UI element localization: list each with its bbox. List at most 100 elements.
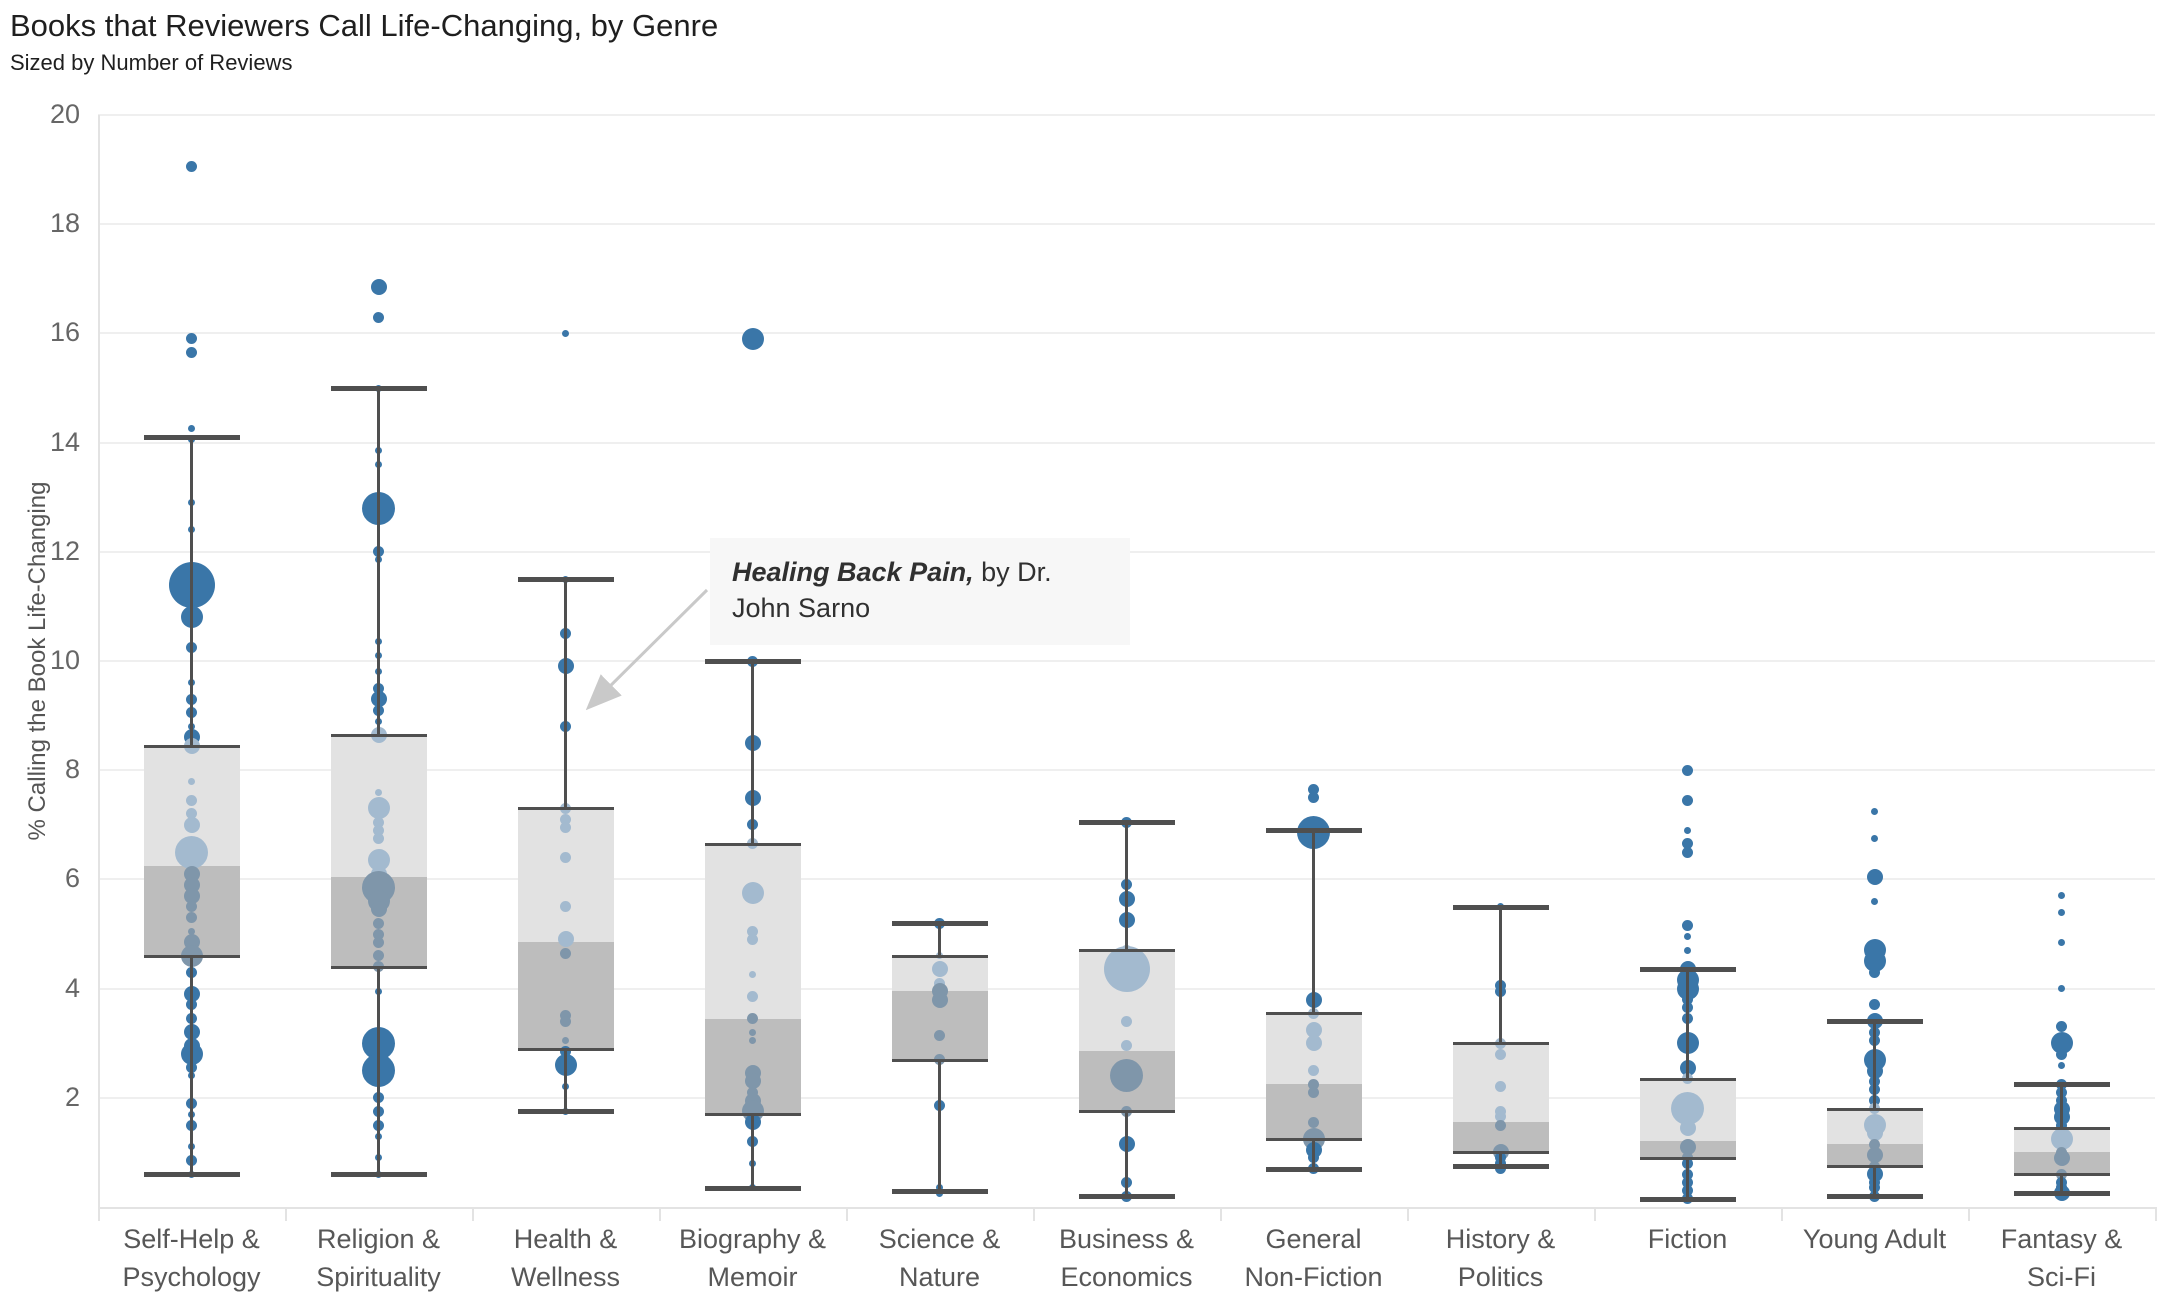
- mark-health-wellness[interactable]: [560, 901, 571, 913]
- mark-religion-spirituality[interactable]: [373, 311, 384, 323]
- mark-biography-memoir[interactable]: [749, 1028, 756, 1036]
- mark-biography-memoir[interactable]: [749, 971, 756, 979]
- mark-young-adult[interactable]: [1871, 807, 1878, 815]
- mark-fantasy-sci-fi[interactable]: [2056, 1048, 2067, 1060]
- mark-religion-spirituality[interactable]: [375, 788, 382, 796]
- mark-health-wellness[interactable]: [560, 822, 571, 834]
- mark-fantasy-sci-fi[interactable]: [2058, 938, 2065, 946]
- mark-fiction[interactable]: [1682, 764, 1693, 776]
- mark-fiction[interactable]: [1682, 846, 1693, 858]
- mark-fantasy-sci-fi[interactable]: [2050, 1127, 2073, 1150]
- mark-biography-memoir[interactable]: [747, 1013, 758, 1025]
- mark-fiction[interactable]: [1684, 946, 1691, 954]
- mark-religion-spirituality[interactable]: [373, 928, 384, 940]
- mark-religion-spirituality[interactable]: [373, 917, 384, 929]
- mark-general-non-fiction[interactable]: [1308, 783, 1319, 795]
- mark-self-help-psychology[interactable]: [186, 161, 197, 173]
- mark-business-economics[interactable]: [1121, 1040, 1132, 1052]
- mark-fantasy-sci-fi[interactable]: [2050, 1032, 2073, 1055]
- mark-health-wellness[interactable]: [560, 947, 571, 959]
- mark-religion-spirituality[interactable]: [373, 950, 384, 962]
- mark-science-nature[interactable]: [931, 991, 948, 1008]
- mark-fantasy-sci-fi[interactable]: [2058, 1061, 2065, 1069]
- mark-fiction[interactable]: [1684, 933, 1691, 941]
- box-lower-2[interactable]: [517, 942, 614, 1049]
- mark-self-help-psychology[interactable]: [186, 901, 197, 913]
- mark-young-adult[interactable]: [1863, 950, 1886, 973]
- mark-health-wellness[interactable]: [557, 931, 574, 948]
- mark-general-non-fiction[interactable]: [1308, 1086, 1319, 1098]
- mark-fantasy-sci-fi[interactable]: [2056, 1021, 2067, 1033]
- mark-science-nature[interactable]: [934, 977, 945, 989]
- mark-biography-memoir[interactable]: [747, 991, 758, 1003]
- mark-biography-memoir[interactable]: [747, 933, 758, 945]
- mark-religion-spirituality[interactable]: [373, 824, 384, 836]
- mark-general-non-fiction[interactable]: [1308, 1116, 1319, 1128]
- mark-biography-memoir[interactable]: [744, 1073, 761, 1090]
- mark-general-non-fiction[interactable]: [1308, 1078, 1319, 1090]
- mark-science-nature[interactable]: [934, 1029, 945, 1041]
- mark-religion-spirituality[interactable]: [373, 936, 384, 948]
- mark-self-help-psychology[interactable]: [175, 835, 208, 869]
- mark-history-politics[interactable]: [1495, 1119, 1506, 1131]
- mark-fiction[interactable]: [1682, 794, 1693, 806]
- mark-young-adult[interactable]: [1869, 999, 1880, 1011]
- mark-health-wellness[interactable]: [560, 813, 571, 825]
- mark-business-economics[interactable]: [1110, 1059, 1143, 1093]
- mark-self-help-psychology[interactable]: [188, 927, 195, 935]
- mark-biography-memoir[interactable]: [747, 1086, 758, 1098]
- mark-young-adult[interactable]: [1866, 1125, 1883, 1142]
- mark-religion-spirituality[interactable]: [367, 797, 390, 820]
- mark-fiction[interactable]: [1682, 838, 1693, 850]
- mark-young-adult[interactable]: [1869, 1138, 1880, 1150]
- mark-fiction[interactable]: [1679, 1119, 1696, 1136]
- mark-self-help-psychology[interactable]: [183, 816, 200, 833]
- mark-young-adult[interactable]: [1866, 868, 1883, 885]
- mark-fiction[interactable]: [1671, 1092, 1704, 1126]
- mark-young-adult[interactable]: [1869, 966, 1880, 978]
- mark-health-wellness[interactable]: [560, 1015, 571, 1027]
- mark-biography-memoir[interactable]: [747, 925, 758, 937]
- mark-self-help-psychology[interactable]: [186, 808, 197, 820]
- mark-general-non-fiction[interactable]: [1305, 1035, 1322, 1052]
- box-q1-line-1: [330, 965, 427, 969]
- mark-young-adult[interactable]: [1866, 1147, 1883, 1164]
- mark-self-help-psychology[interactable]: [183, 887, 200, 904]
- mark-self-help-psychology[interactable]: [186, 912, 197, 924]
- annotation-healing-back-pain[interactable]: Healing Back Pain, by Dr. John Sarno: [710, 538, 1130, 645]
- mark-fiction[interactable]: [1684, 826, 1691, 834]
- mark-young-adult[interactable]: [1871, 834, 1878, 842]
- mark-young-adult[interactable]: [1871, 897, 1878, 905]
- mark-health-wellness[interactable]: [562, 329, 569, 337]
- mark-history-politics[interactable]: [1495, 1111, 1506, 1123]
- mark-history-politics[interactable]: [1495, 1081, 1506, 1093]
- mark-religion-spirituality[interactable]: [373, 832, 384, 844]
- mark-health-wellness[interactable]: [560, 852, 571, 864]
- mark-fantasy-sci-fi[interactable]: [2058, 892, 2065, 900]
- mark-biography-memoir[interactable]: [749, 1036, 756, 1044]
- mark-general-non-fiction[interactable]: [1308, 1065, 1319, 1076]
- mark-fantasy-sci-fi[interactable]: [2058, 985, 2065, 993]
- mark-biography-memoir[interactable]: [741, 882, 764, 905]
- mark-religion-spirituality[interactable]: [367, 849, 390, 872]
- mark-biography-memoir[interactable]: [741, 327, 764, 350]
- mark-fiction[interactable]: [1679, 1138, 1696, 1155]
- mark-self-help-psychology[interactable]: [186, 347, 197, 358]
- mark-religion-spirituality[interactable]: [370, 278, 387, 295]
- mark-fantasy-sci-fi[interactable]: [2058, 908, 2065, 916]
- mark-science-nature[interactable]: [931, 961, 948, 978]
- mark-business-economics[interactable]: [1121, 1015, 1132, 1027]
- mark-fiction[interactable]: [1682, 920, 1693, 932]
- mark-general-non-fiction[interactable]: [1305, 1021, 1322, 1038]
- mark-self-help-psychology[interactable]: [186, 794, 197, 806]
- mark-fantasy-sci-fi[interactable]: [2053, 1149, 2070, 1166]
- mark-history-politics[interactable]: [1495, 1048, 1506, 1060]
- mark-general-non-fiction[interactable]: [1308, 792, 1319, 803]
- mark-self-help-psychology[interactable]: [188, 425, 195, 433]
- mark-religion-spirituality[interactable]: [370, 901, 387, 918]
- mark-business-economics[interactable]: [1103, 946, 1150, 993]
- mark-self-help-psychology[interactable]: [188, 777, 195, 785]
- mark-health-wellness[interactable]: [562, 1036, 569, 1044]
- mark-self-help-psychology[interactable]: [186, 333, 197, 345]
- mark-religion-spirituality[interactable]: [373, 816, 384, 828]
